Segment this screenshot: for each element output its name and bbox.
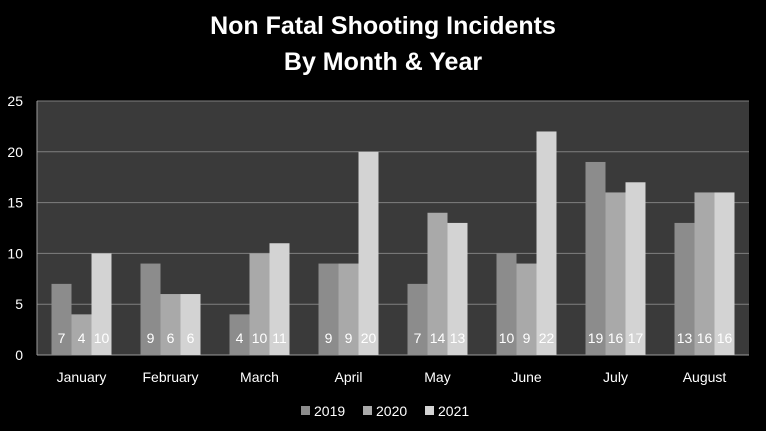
data-label: 16 [697, 330, 713, 346]
data-label: 6 [187, 330, 195, 346]
x-tick-label: August [683, 369, 727, 385]
data-label: 4 [78, 330, 86, 346]
y-tick-label: 15 [7, 195, 23, 211]
x-tick-label: March [240, 369, 279, 385]
bar [714, 192, 735, 355]
legend-label: 2019 [314, 403, 345, 419]
y-tick-label: 25 [7, 93, 23, 109]
legend-swatch [301, 406, 310, 415]
data-label: 9 [523, 330, 531, 346]
y-tick-label: 0 [15, 347, 23, 363]
bar [536, 131, 557, 355]
bar [625, 182, 646, 355]
data-label: 4 [236, 330, 244, 346]
bar [605, 192, 626, 355]
data-label: 6 [167, 330, 175, 346]
chart-subtitle: By Month & Year [283, 48, 483, 76]
legend-swatch [363, 406, 372, 415]
data-label: 13 [450, 330, 466, 346]
data-label: 13 [677, 330, 693, 346]
bar [249, 253, 270, 355]
x-tick-label: July [603, 369, 628, 385]
data-label: 7 [58, 330, 66, 346]
chart-title: Non Fatal Shooting Incidents [210, 12, 556, 40]
bar [407, 283, 428, 355]
bar [91, 253, 112, 355]
bar [694, 192, 715, 355]
data-label: 9 [147, 330, 155, 346]
x-tick-label: February [142, 369, 198, 385]
data-label: 19 [588, 330, 604, 346]
bar [496, 253, 517, 355]
legend-label: 2021 [438, 403, 469, 419]
x-tick-label: January [57, 369, 107, 385]
bar [338, 263, 359, 355]
data-label: 16 [717, 330, 733, 346]
data-label: 16 [608, 330, 624, 346]
bar [71, 314, 92, 355]
data-label: 10 [499, 330, 515, 346]
bar [229, 314, 250, 355]
bar [516, 263, 537, 355]
data-label: 14 [430, 330, 446, 346]
data-label: 22 [539, 330, 555, 346]
bar [447, 222, 468, 355]
bar [140, 263, 161, 355]
bar [160, 294, 181, 355]
bar [269, 243, 290, 355]
bar [427, 212, 448, 355]
data-label: 10 [252, 330, 268, 346]
data-label: 7 [414, 330, 422, 346]
bar [585, 161, 606, 355]
data-label: 11 [272, 330, 287, 346]
legend-label: 2020 [376, 403, 407, 419]
y-tick-label: 5 [15, 296, 23, 312]
x-tick-label: April [334, 369, 362, 385]
x-tick-label: June [511, 369, 542, 385]
legend-swatch [425, 406, 434, 415]
data-label: 9 [325, 330, 333, 346]
bar [51, 283, 72, 355]
data-label: 17 [628, 330, 644, 346]
bar [674, 222, 695, 355]
y-tick-label: 10 [7, 245, 23, 261]
data-label: 20 [361, 330, 377, 346]
bar [318, 263, 339, 355]
data-label: 10 [94, 330, 110, 346]
bar [358, 151, 379, 355]
data-label: 9 [345, 330, 353, 346]
bar [180, 294, 201, 355]
y-tick-label: 20 [7, 144, 23, 160]
x-tick-label: May [424, 369, 450, 385]
